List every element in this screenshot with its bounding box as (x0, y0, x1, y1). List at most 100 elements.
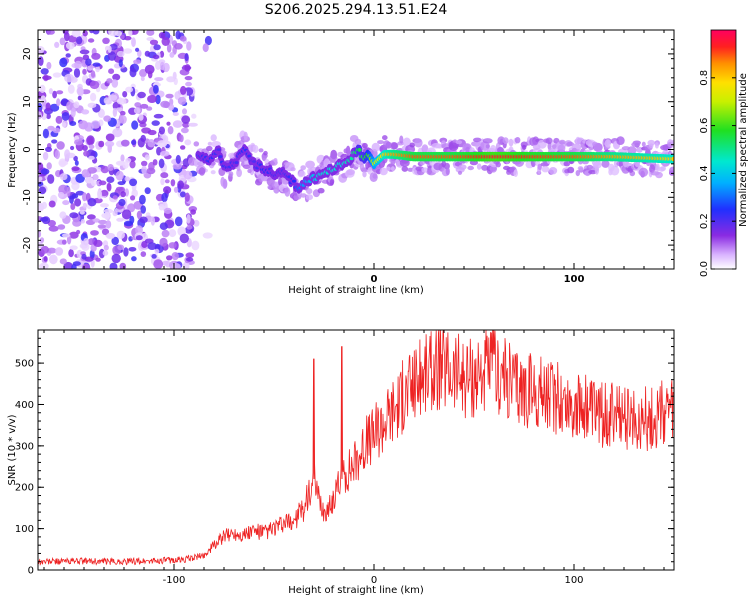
noise-blob (202, 232, 213, 239)
halo-blob (502, 137, 509, 145)
noise-blob (92, 30, 100, 35)
noise-blob (74, 139, 83, 146)
noise-blob (61, 239, 67, 245)
noise-blob (115, 170, 124, 181)
halo-blob (449, 142, 459, 151)
noise-blob (116, 230, 126, 240)
noise-blob (75, 36, 83, 45)
noise-blob (56, 90, 64, 95)
halo-blob (548, 167, 558, 175)
noise-blob (59, 173, 68, 181)
noise-blob (182, 108, 187, 115)
noise-blob (186, 41, 192, 51)
noise-blob (166, 76, 176, 83)
noise-blob (147, 129, 157, 136)
noise-blob (45, 102, 51, 112)
halo-blob (631, 142, 641, 148)
noise-blob (171, 263, 181, 269)
noise-blob (66, 101, 73, 111)
noise-blob (63, 261, 73, 269)
noise-blob (98, 180, 107, 186)
noise-blob (190, 209, 197, 215)
x-tick-label: -100 (161, 274, 186, 285)
noise-blob (40, 217, 49, 222)
halo-blob (305, 160, 315, 169)
noise-blob (92, 62, 101, 67)
halo-blob (514, 137, 521, 144)
noise-blob (79, 49, 90, 55)
noise-blob (185, 252, 195, 258)
noise-blob (48, 200, 56, 208)
noise-blob (81, 169, 90, 178)
noise-blob (112, 127, 123, 138)
noise-blob (82, 202, 87, 209)
noise-blob (165, 93, 174, 99)
noise-blob (40, 95, 46, 103)
noise-blob (39, 84, 46, 93)
noise-blob (46, 162, 52, 170)
halo-blob (577, 166, 584, 171)
snr-frame (37, 329, 675, 571)
track-core (671, 156, 674, 162)
noise-blob (157, 140, 168, 148)
noise-blob (131, 256, 137, 262)
noise-blob (120, 110, 126, 116)
noise-blob (186, 214, 191, 224)
noise-blob (82, 30, 88, 37)
noise-blob (116, 50, 125, 58)
noise-blob (70, 203, 76, 210)
noise-blob (64, 149, 71, 159)
noise-blob (137, 91, 146, 99)
halo-blob (354, 138, 362, 146)
halo-blob (649, 164, 655, 174)
noise-blob (152, 159, 158, 166)
noise-blob (73, 68, 81, 78)
noise-blob (154, 77, 164, 82)
noise-blob (175, 154, 181, 164)
noise-blob (160, 172, 169, 179)
noise-blob (46, 61, 52, 70)
noise-blob (112, 195, 118, 200)
noise-blob (88, 155, 95, 161)
noise-blob (76, 249, 83, 259)
noise-blob (87, 167, 97, 174)
halo-blob (476, 163, 482, 170)
noise-blob (125, 86, 133, 93)
noise-blob (88, 136, 94, 145)
noise-blob (111, 236, 119, 246)
noise-blob (158, 158, 165, 169)
noise-blob (107, 45, 112, 53)
halo-blob (445, 167, 450, 176)
halo-blob (627, 146, 637, 155)
halo-blob (206, 145, 213, 152)
noise-blob (46, 30, 55, 35)
noise-blob (59, 57, 68, 68)
y-tick-label: 400 (15, 400, 34, 411)
snr-ticks: -100 0 100 0 100 200 300 400 500 (15, 329, 674, 586)
noise-blob (48, 88, 54, 95)
noise-blob (74, 198, 82, 207)
halo-blob (660, 166, 666, 171)
noise-blob (155, 60, 161, 70)
track-core (234, 161, 239, 165)
noise-blob (182, 261, 190, 269)
noise-blob (66, 186, 71, 197)
noise-blob (102, 37, 110, 44)
noise-blob (129, 67, 137, 78)
x-tick-label: 100 (564, 274, 585, 285)
halo-blob (541, 166, 550, 173)
halo-blob (284, 187, 291, 197)
halo-blob (300, 165, 307, 171)
noise-blob (95, 257, 101, 262)
noise-blob (74, 60, 82, 69)
noise-blob (47, 174, 55, 184)
noise-blob (56, 141, 65, 150)
noise-blob (87, 38, 95, 43)
noise-blob (131, 189, 138, 198)
noise-blob (160, 178, 165, 186)
noise-blob (186, 224, 193, 230)
halo-blob (193, 141, 200, 147)
noise-blob (38, 176, 43, 181)
noise-blob (163, 207, 172, 214)
